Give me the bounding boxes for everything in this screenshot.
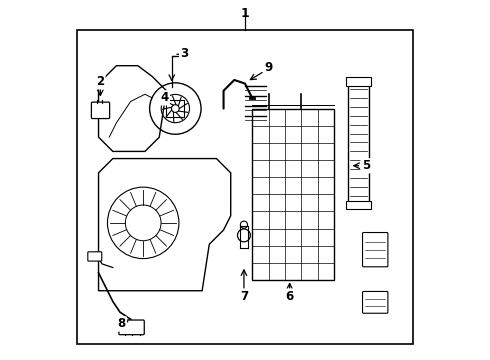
Text: 1: 1 (241, 8, 249, 21)
FancyBboxPatch shape (252, 109, 334, 280)
FancyBboxPatch shape (77, 30, 413, 344)
FancyBboxPatch shape (363, 233, 388, 267)
Text: 8: 8 (118, 318, 126, 330)
FancyBboxPatch shape (88, 252, 102, 261)
FancyBboxPatch shape (363, 292, 388, 313)
FancyBboxPatch shape (92, 102, 110, 118)
Text: 2: 2 (96, 75, 104, 88)
FancyBboxPatch shape (346, 202, 371, 209)
Text: 9: 9 (264, 61, 272, 74)
FancyBboxPatch shape (348, 79, 369, 206)
Circle shape (172, 105, 179, 112)
Text: 3: 3 (180, 47, 188, 60)
Text: 4: 4 (161, 91, 169, 104)
Text: 7: 7 (240, 289, 248, 303)
Text: 5: 5 (362, 159, 370, 172)
FancyBboxPatch shape (167, 100, 184, 117)
FancyBboxPatch shape (346, 77, 371, 86)
Text: 6: 6 (286, 289, 294, 303)
FancyBboxPatch shape (119, 320, 144, 335)
